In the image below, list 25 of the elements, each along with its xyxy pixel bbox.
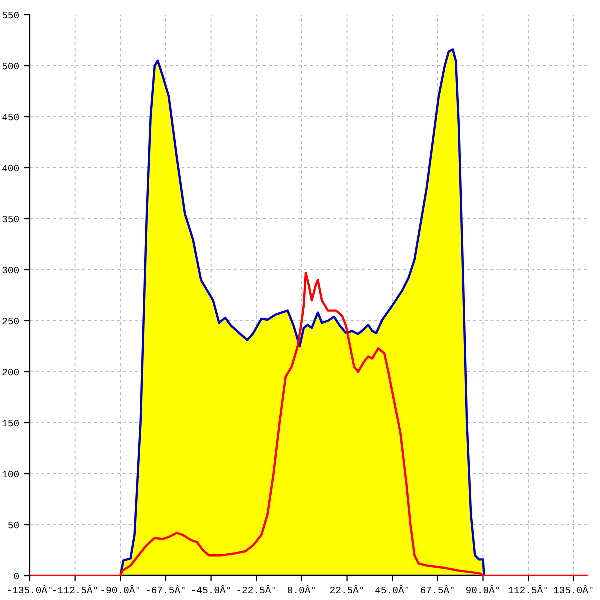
y-tick-label: 100 <box>2 471 19 478</box>
x-tick-label: 90.0Â° <box>466 585 500 594</box>
y-tick-label: 150 <box>2 420 19 427</box>
x-tick-label: 135.0Â° <box>554 585 593 594</box>
x-tick-label: -67.5Â° <box>147 585 185 594</box>
y-tick-label: 250 <box>2 318 19 325</box>
x-tick-label: -45.0Â° <box>192 585 230 594</box>
x-tick-label: 67.5Â° <box>421 585 454 594</box>
x-tick-label: -90.0Â° <box>102 585 140 594</box>
x-tick-label: -22.5Â° <box>238 585 276 594</box>
y-tick-label: 400 <box>2 165 19 172</box>
x-tick-label: 22.5Â° <box>330 585 364 594</box>
y-tick-label: 50 <box>8 522 19 529</box>
x-tick-label: -112.5Â° <box>54 585 98 594</box>
x-tick-label: -135.0Â° <box>8 585 52 594</box>
x-tick-label: 45.0Â° <box>376 585 409 594</box>
y-tick-label: 500 <box>2 63 19 70</box>
x-tick-label: 0.0Â° <box>288 585 315 594</box>
y-tick-label: 300 <box>2 267 19 274</box>
y-tick-label: 450 <box>2 114 19 121</box>
y-tick-label: 550 <box>2 12 19 19</box>
x-tick-label: 112.5Â° <box>508 585 548 594</box>
y-tick-label: 350 <box>2 216 19 223</box>
y-tick-label: 0 <box>14 573 19 580</box>
y-tick-label: 200 <box>2 369 19 376</box>
